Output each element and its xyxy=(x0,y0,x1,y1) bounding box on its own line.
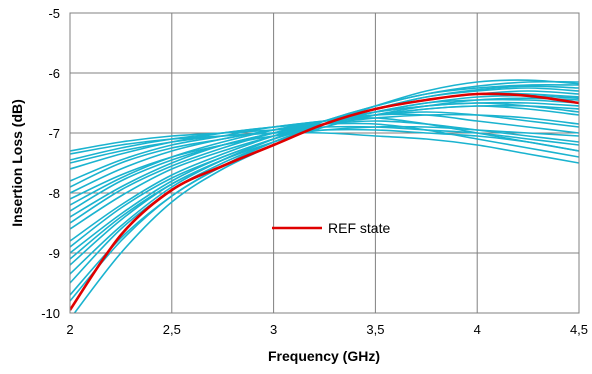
x-axis-title: Frequency (GHz) xyxy=(268,348,380,364)
series-line-ref-state xyxy=(70,92,579,311)
ref-series xyxy=(70,92,579,311)
y-tick-label-5: -5 xyxy=(48,6,60,21)
x-tick-label-3: 3,5 xyxy=(366,322,384,337)
y-tick-label-3: -7 xyxy=(48,126,60,141)
y-tick-label-0: -10 xyxy=(41,306,60,321)
y-tick-label-4: -6 xyxy=(48,66,60,81)
legend: REF state xyxy=(272,220,390,236)
x-tick-label-0: 2 xyxy=(66,322,73,337)
series-line-state-23 xyxy=(70,97,579,260)
series-line-state-15 xyxy=(70,131,579,164)
x-tick-label-2: 3 xyxy=(270,322,277,337)
plot-area-frame xyxy=(69,12,580,314)
y-tick-label-2: -8 xyxy=(48,186,60,201)
tick-labels: 2 2,5 3 3,5 4 4,5 -10 -9 -8 -7 -6 -5 xyxy=(41,6,588,337)
series-line-state-21 xyxy=(70,125,579,200)
series-line-state-22 xyxy=(70,102,579,224)
x-tick-label-1: 2,5 xyxy=(163,322,181,337)
y-tick-label-1: -9 xyxy=(48,246,60,261)
x-tick-label-5: 4,5 xyxy=(570,322,588,337)
x-tick-label-4: 4 xyxy=(474,322,481,337)
y-axis-title: Insertion Loss (dB) xyxy=(9,99,25,227)
legend-label-ref-state: REF state xyxy=(328,220,390,236)
